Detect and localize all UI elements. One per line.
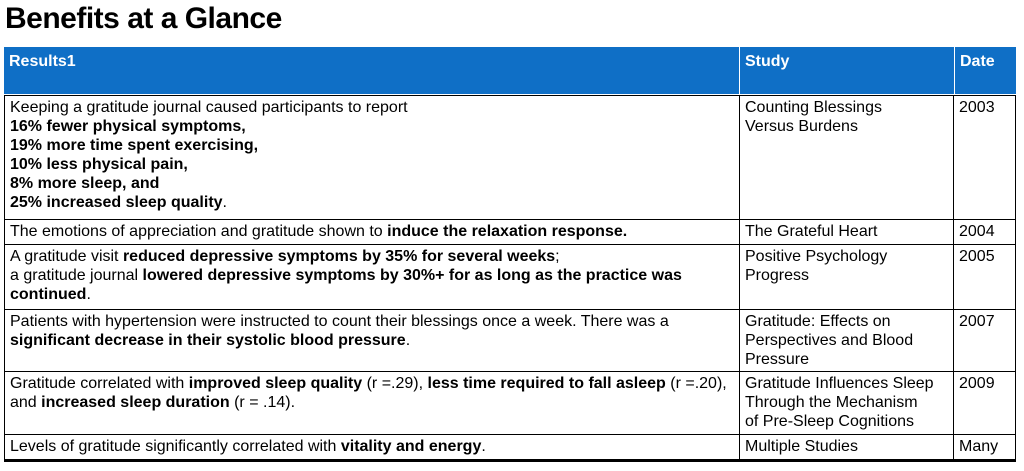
result-text: (r =.20), and <box>10 375 732 411</box>
date-cell: 2007 <box>959 313 995 330</box>
result-text-bold: reduced depressive symptoms by 35% for s… <box>122 247 556 265</box>
table-row: Gratitude correlated with improved sleep… <box>5 372 1015 435</box>
result-text: A gratitude visit <box>10 247 123 265</box>
study-cell: The Grateful Heart <box>740 220 954 244</box>
date-cell: Many <box>959 437 999 455</box>
result-text: . <box>481 437 486 455</box>
result-text-bold: less time required to fall asleep <box>427 375 666 392</box>
table-row: Patients with hypertension were instruct… <box>5 310 1015 372</box>
header-study: Study <box>740 47 955 94</box>
result-text-bold: significant decrease in their systolic b… <box>10 332 406 349</box>
result-text: ; a gratitude journal <box>10 247 560 284</box>
result-text: . <box>405 332 411 349</box>
result-text: . <box>86 285 91 303</box>
result-text-bold: lowered depressive symptoms by 30%+ for … <box>10 266 687 303</box>
table-header-row: Results1 Study Date <box>4 47 1016 94</box>
result-text-bold: 16% fewer physical symptoms, 19% more ti… <box>10 118 259 211</box>
table-body: Keeping a gratitude journal caused parti… <box>4 95 1016 462</box>
result-text: The emotions of appreciation and gratitu… <box>10 223 388 240</box>
table-row: Levels of gratitude significantly correl… <box>5 434 1015 459</box>
benefits-table: Results1 Study Date Keeping a gratitude … <box>4 47 1016 462</box>
result-text: (r =.29), <box>362 375 428 392</box>
table-row: Keeping a gratitude journal caused parti… <box>5 96 1015 220</box>
page-title: Benefits at a Glance <box>5 2 282 35</box>
results-cell: The emotions of appreciation and gratitu… <box>5 220 740 244</box>
date-cell: 2003 <box>959 99 995 116</box>
header-date: Date <box>960 53 995 70</box>
result-text: (r = .14). <box>229 394 296 411</box>
study-cell: Counting Blessings Versus Burdens <box>740 96 954 219</box>
result-text-bold: induce the relaxation response. <box>387 223 628 240</box>
result-text: Patients with hypertension were instruct… <box>10 313 674 330</box>
header-results: Results1 <box>4 47 740 94</box>
results-cell: A gratitude visit reduced depressive sym… <box>5 244 740 309</box>
result-text: . <box>222 194 227 211</box>
study-cell: Multiple Studies <box>740 434 954 459</box>
study-cell: Gratitude Influences Sleep Through the M… <box>740 372 954 434</box>
results-cell: Gratitude correlated with improved sleep… <box>5 372 740 434</box>
results-cell: Keeping a gratitude journal caused parti… <box>5 96 740 219</box>
result-text-bold: vitality and energy <box>340 437 482 455</box>
table-row: The emotions of appreciation and gratitu… <box>5 220 1015 245</box>
results-cell: Levels of gratitude significantly correl… <box>5 434 740 459</box>
result-text-bold: improved sleep quality <box>188 375 363 392</box>
results-cell: Patients with hypertension were instruct… <box>5 310 740 371</box>
result-text: Levels of gratitude significantly correl… <box>10 437 341 455</box>
result-text: Keeping a gratitude journal caused parti… <box>10 99 408 116</box>
study-cell: Gratitude: Effects on Perspectives and B… <box>740 310 954 371</box>
date-cell: 2004 <box>959 223 995 240</box>
date-cell: 2009 <box>959 375 995 392</box>
result-text-bold: increased sleep duration <box>41 394 230 411</box>
table-row: A gratitude visit reduced depressive sym… <box>5 244 1015 310</box>
result-text: Gratitude correlated with <box>10 375 189 392</box>
date-cell: 2005 <box>959 247 995 265</box>
study-cell: Positive Psychology Progress <box>740 244 954 309</box>
